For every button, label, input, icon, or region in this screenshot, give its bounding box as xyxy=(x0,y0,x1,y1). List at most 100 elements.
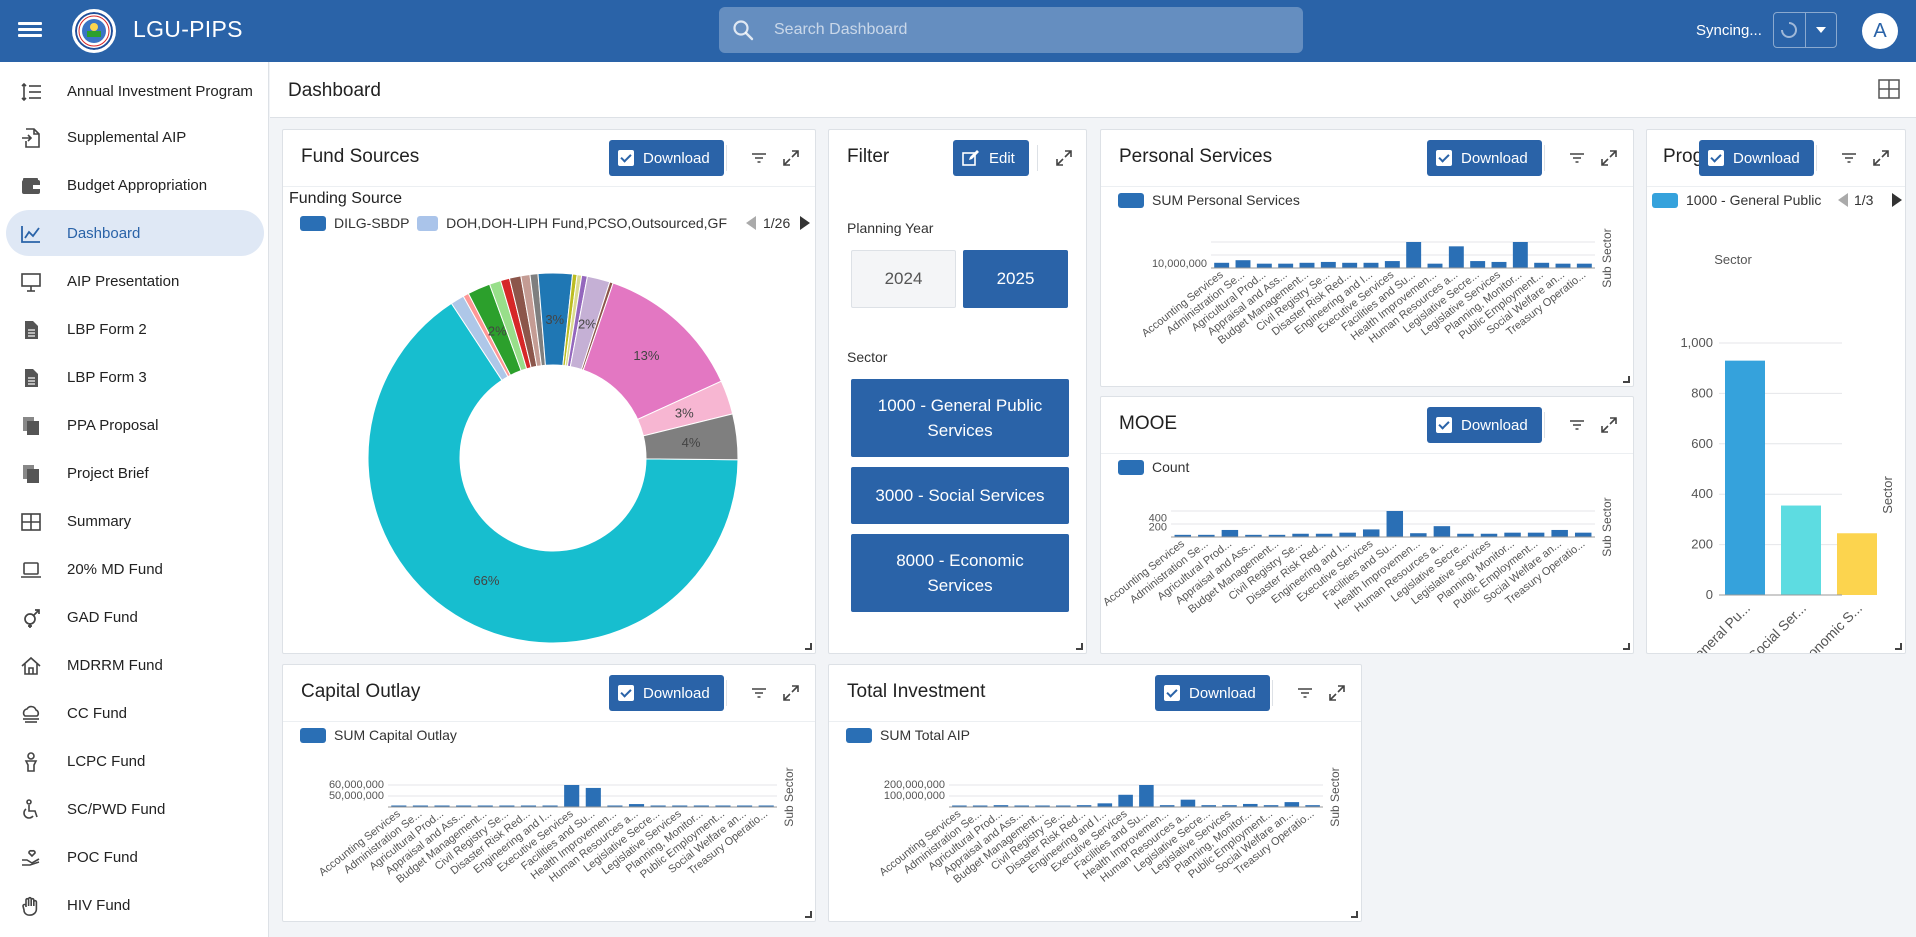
sync-dropdown-button[interactable] xyxy=(1804,13,1837,47)
bar[interactable] xyxy=(607,805,623,808)
download-button[interactable]: Download xyxy=(1155,675,1270,711)
bar[interactable] xyxy=(1180,799,1196,807)
bar[interactable] xyxy=(1362,529,1380,537)
bar[interactable] xyxy=(1410,533,1427,537)
bar[interactable] xyxy=(1837,533,1877,595)
bar[interactable] xyxy=(693,805,709,808)
bar[interactable] xyxy=(1574,532,1592,537)
legend-prev-arrow-icon[interactable] xyxy=(745,216,757,230)
bar[interactable] xyxy=(1386,511,1404,537)
sidebar-item-lcpc-fund[interactable]: LCPC Fund xyxy=(6,738,264,784)
filter-icon[interactable] xyxy=(1567,415,1587,435)
bar[interactable] xyxy=(1056,805,1071,808)
bar[interactable] xyxy=(434,805,450,808)
bar[interactable] xyxy=(412,805,428,808)
bar[interactable] xyxy=(1448,246,1464,268)
bar[interactable] xyxy=(1504,532,1521,537)
bar[interactable] xyxy=(1315,533,1333,537)
legend-item[interactable]: DOH,DOH-LIPH Fund,PCSO,Outsourced,GF xyxy=(417,215,727,231)
download-button[interactable]: Download xyxy=(1427,140,1542,176)
bar[interactable] xyxy=(1491,261,1507,268)
bar[interactable] xyxy=(1527,532,1545,537)
bar[interactable] xyxy=(1433,526,1451,537)
bar[interactable] xyxy=(1118,794,1133,807)
bar[interactable] xyxy=(1174,534,1192,537)
legend-item[interactable]: 1000 - General Public xyxy=(1652,192,1832,208)
expand-icon[interactable] xyxy=(1327,683,1347,703)
sidebar-item-hiv-fund[interactable]: HIV Fund xyxy=(6,882,264,928)
sidebar-item-summary[interactable]: Summary xyxy=(6,498,264,544)
bar[interactable] xyxy=(1035,805,1050,808)
bar[interactable] xyxy=(1284,802,1300,807)
bar[interactable] xyxy=(456,805,472,808)
filter-icon[interactable] xyxy=(749,148,769,168)
bar[interactable] xyxy=(1305,805,1320,807)
bar[interactable] xyxy=(585,787,601,807)
bar[interactable] xyxy=(391,805,407,808)
bar[interactable] xyxy=(1534,262,1550,268)
sidebar-item-mdrrm-fund[interactable]: MDRRM Fund xyxy=(6,642,264,688)
download-button[interactable]: Download xyxy=(609,675,724,711)
download-button[interactable]: Download xyxy=(609,140,724,176)
expand-icon[interactable] xyxy=(1871,148,1891,168)
bar[interactable] xyxy=(1245,534,1262,537)
menu-icon[interactable] xyxy=(18,19,42,43)
expand-icon[interactable] xyxy=(1054,148,1074,168)
filter-icon[interactable] xyxy=(749,683,769,703)
sidebar-item-project-brief[interactable]: Project Brief xyxy=(6,450,264,496)
bar[interactable] xyxy=(758,805,774,808)
bar[interactable] xyxy=(1235,260,1251,268)
bar[interactable] xyxy=(1339,532,1356,537)
bar[interactable] xyxy=(1097,803,1113,807)
bar[interactable] xyxy=(1014,805,1029,808)
search-bar[interactable] xyxy=(719,7,1303,53)
sidebar-item-cc-fund[interactable]: CC Fund xyxy=(6,690,264,736)
bar[interactable] xyxy=(1427,263,1443,268)
sidebar-item-annual-investment-program[interactable]: Annual Investment Program xyxy=(6,68,264,114)
bar[interactable] xyxy=(1299,262,1315,268)
year-option-2025[interactable]: 2025 xyxy=(963,250,1068,308)
bar[interactable] xyxy=(1384,261,1400,268)
bar[interactable] xyxy=(1198,534,1215,537)
bar[interactable] xyxy=(952,805,967,808)
bar[interactable] xyxy=(1159,805,1175,807)
bar[interactable] xyxy=(1256,263,1272,268)
sidebar-item-aip-presentation[interactable]: AIP Presentation xyxy=(6,258,264,304)
bar[interactable] xyxy=(1512,242,1528,268)
sidebar-item-ppa-proposal[interactable]: PPA Proposal xyxy=(6,402,264,448)
bar[interactable] xyxy=(715,805,731,808)
sidebar-item-gad-fund[interactable]: GAD Fund xyxy=(6,594,264,640)
bar[interactable] xyxy=(737,805,753,808)
year-option-2024[interactable]: 2024 xyxy=(851,250,956,308)
expand-icon[interactable] xyxy=(1599,415,1619,435)
bar[interactable] xyxy=(1263,805,1279,807)
bar[interactable] xyxy=(1278,263,1294,268)
search-input[interactable] xyxy=(774,21,1274,39)
bar[interactable] xyxy=(972,805,988,808)
bar[interactable] xyxy=(1214,262,1230,268)
bar[interactable] xyxy=(1243,803,1258,807)
legend-item[interactable]: SUM Total AIP xyxy=(846,727,970,743)
sidebar-item-poc-fund[interactable]: POC Fund xyxy=(6,834,264,880)
legend-item[interactable]: Count xyxy=(1118,459,1189,475)
layout-grid-icon[interactable] xyxy=(1878,79,1900,99)
bar[interactable] xyxy=(672,805,688,808)
user-avatar[interactable]: A xyxy=(1862,13,1898,49)
bar[interactable] xyxy=(1221,529,1239,537)
legend-item[interactable]: SUM Personal Services xyxy=(1118,192,1300,208)
bar[interactable] xyxy=(1076,805,1092,807)
filter-icon[interactable] xyxy=(1567,148,1587,168)
bar[interactable] xyxy=(1576,263,1592,268)
sidebar-item-sc-pwd-fund[interactable]: SC/PWD Fund xyxy=(6,786,264,832)
pie-slice[interactable] xyxy=(642,413,739,461)
download-button[interactable]: Download xyxy=(1427,407,1542,443)
sector-option-general-public-services[interactable]: 1000 - General Public Services xyxy=(851,379,1069,457)
sidebar-item-supplemental-aip[interactable]: Supplemental AIP xyxy=(6,114,264,160)
filter-icon[interactable] xyxy=(1839,148,1859,168)
bar[interactable] xyxy=(1470,261,1486,268)
bar[interactable] xyxy=(1555,263,1571,268)
legend-item[interactable]: SUM Capital Outlay xyxy=(300,727,457,743)
bar[interactable] xyxy=(1406,242,1422,268)
legend-next-arrow-icon[interactable] xyxy=(1891,193,1903,207)
edit-button[interactable]: Edit xyxy=(953,140,1029,176)
